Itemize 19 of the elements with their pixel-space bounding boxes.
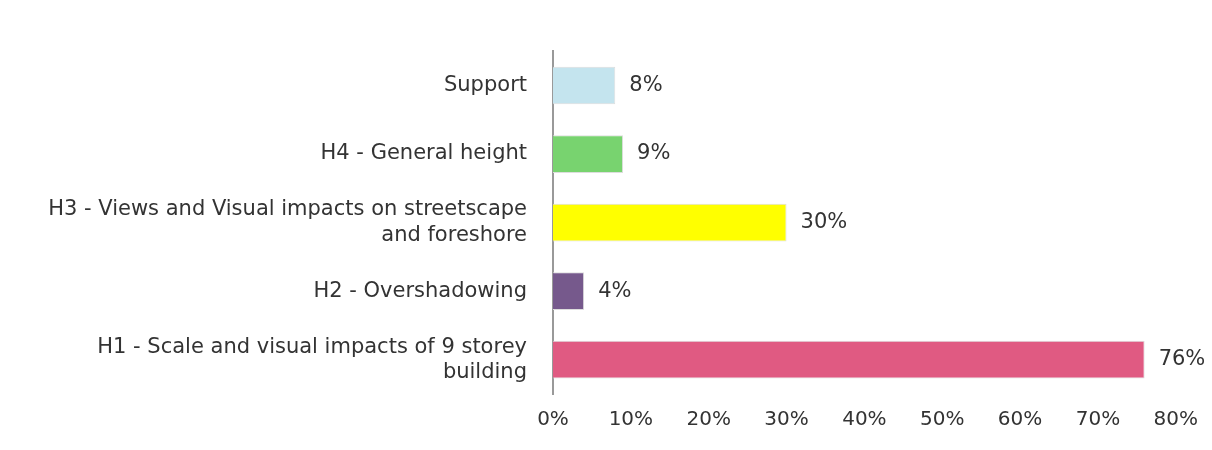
x-tick-label: 50% xyxy=(920,406,965,431)
y-tick-label: Support xyxy=(443,71,527,96)
y-tick-label: H4 - General height xyxy=(320,140,527,165)
y-tick-label: H2 - Overshadowing xyxy=(313,277,527,302)
x-tick-label: 60% xyxy=(997,406,1043,431)
data-label: 30% xyxy=(800,209,848,234)
x-tick-label: 70% xyxy=(1075,406,1121,431)
x-tick-label: 10% xyxy=(608,406,654,431)
data-label: 8% xyxy=(629,71,663,96)
data-label: 76% xyxy=(1158,346,1206,371)
x-tick-label: 20% xyxy=(686,406,731,431)
y-tick-label: H3 - Views and Visual impacts on streetscape and foreshore xyxy=(48,196,527,246)
x-tick-label: 0% xyxy=(537,406,569,431)
data-label: 4% xyxy=(598,277,632,302)
x-tick-label: 30% xyxy=(764,406,809,431)
x-tick-label: 80% xyxy=(1153,406,1198,431)
data-label: 9% xyxy=(637,140,671,165)
x-tick-label: 40% xyxy=(842,406,887,431)
y-tick-label: H1 - Scale and visual impacts of 9 storey building xyxy=(97,333,527,383)
